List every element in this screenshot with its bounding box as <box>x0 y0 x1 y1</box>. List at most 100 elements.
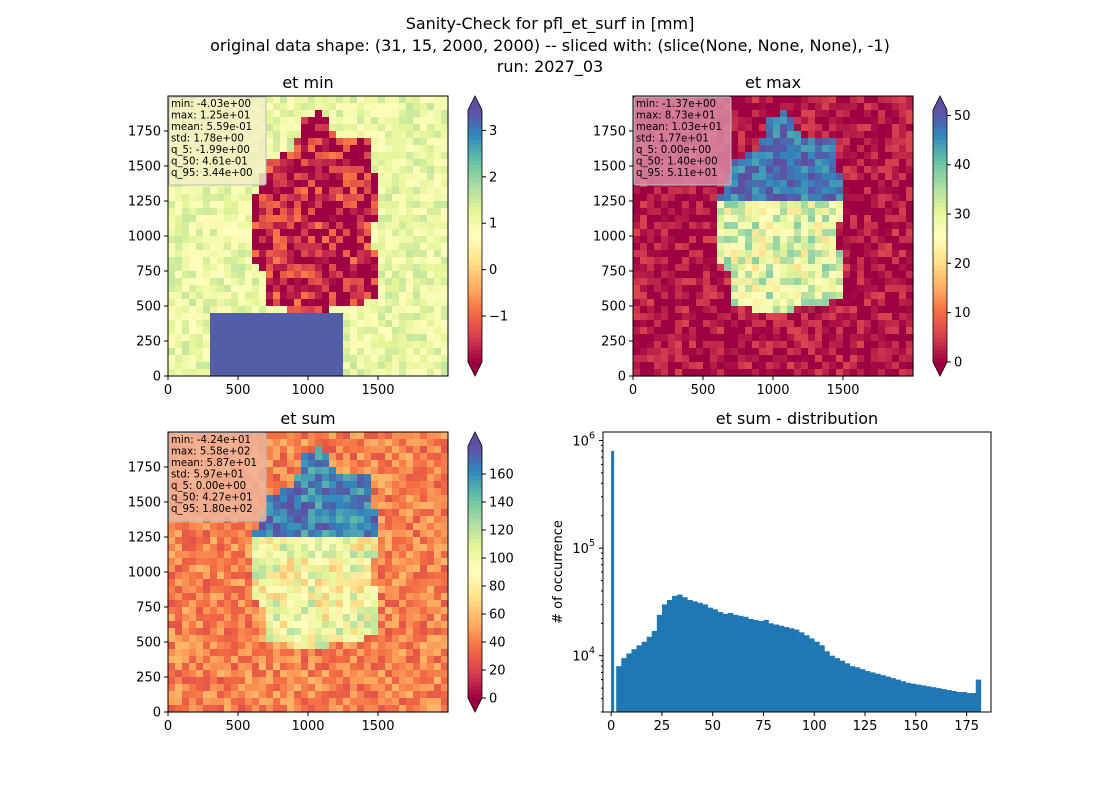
heatmap-cell <box>371 551 379 559</box>
heatmap-cell <box>899 313 907 321</box>
heatmap-cell <box>420 173 428 181</box>
heatmap-cell <box>266 215 274 223</box>
heatmap-cell <box>850 173 858 181</box>
heatmap-cell <box>287 250 295 258</box>
heatmap-cell <box>780 194 788 202</box>
heatmap-cell <box>203 278 211 286</box>
heatmap-cell <box>280 677 288 685</box>
heatmap-cell <box>217 537 225 545</box>
heatmap-cell <box>871 355 879 363</box>
heatmap-cell <box>794 138 802 146</box>
heatmap-cell <box>343 677 351 685</box>
heatmap-cell <box>294 551 302 559</box>
heatmap-cell <box>217 208 225 216</box>
heatmap-cell <box>822 180 830 188</box>
heatmap-cell <box>738 250 746 258</box>
heatmap-cell <box>413 600 421 608</box>
heatmap-cell <box>245 593 253 601</box>
heatmap-cell <box>217 614 225 622</box>
heatmap-cell <box>336 243 344 251</box>
heatmap-cell <box>378 222 386 230</box>
heatmap-cell <box>392 537 400 545</box>
heatmap-cell <box>906 222 914 230</box>
heatmap-cell <box>668 187 676 195</box>
heatmap-cell <box>308 432 316 440</box>
stats-line: q_5: 0.00e+00 <box>636 145 711 156</box>
heatmap-cell <box>427 621 435 629</box>
heatmap-cell <box>315 264 323 272</box>
heatmap-cell <box>689 201 697 209</box>
heatmap-cell <box>878 201 886 209</box>
heatmap-cell <box>815 348 823 356</box>
heatmap-cell <box>885 264 893 272</box>
heatmap-cell <box>385 355 393 363</box>
heatmap-cell <box>378 299 386 307</box>
heatmap-cell <box>682 299 690 307</box>
heatmap-cell <box>364 96 372 104</box>
heatmap-cell <box>224 600 232 608</box>
heatmap-cell <box>294 684 302 692</box>
heatmap-cell <box>217 600 225 608</box>
heatmap-cell <box>829 264 837 272</box>
heatmap-cell <box>350 243 358 251</box>
heatmap-cell <box>189 705 197 713</box>
heatmap-cell <box>203 208 211 216</box>
heatmap-cell <box>885 173 893 181</box>
heatmap-cell <box>731 208 739 216</box>
heatmap-cell <box>336 145 344 153</box>
heatmap-cell <box>661 320 669 328</box>
heatmap-cell <box>378 565 386 573</box>
heatmap-cell <box>413 656 421 664</box>
heatmap-cell <box>343 320 351 328</box>
heatmap-cell <box>287 572 295 580</box>
heatmap-cell <box>203 656 211 664</box>
heatmap-cell <box>343 474 351 482</box>
colorbar-step <box>933 210 947 216</box>
heatmap-cell <box>682 208 690 216</box>
heatmap-cell <box>252 579 260 587</box>
heatmap-cell <box>822 208 830 216</box>
heatmap-cell <box>378 642 386 650</box>
heatmap-cell <box>336 327 344 335</box>
heatmap-cell <box>308 593 316 601</box>
heatmap-cell <box>329 614 337 622</box>
colorbar-step <box>933 164 947 170</box>
heatmap-cell <box>315 299 323 307</box>
heatmap-cell <box>434 159 442 167</box>
heatmap-cell <box>406 537 414 545</box>
heatmap-cell <box>175 614 183 622</box>
heatmap-cell <box>182 544 190 552</box>
heatmap-cell <box>759 96 767 104</box>
heatmap-cell <box>406 614 414 622</box>
heatmap-cell <box>224 537 232 545</box>
heatmap-cell <box>357 635 365 643</box>
heatmap-cell <box>427 600 435 608</box>
heatmap-cell <box>245 236 253 244</box>
heatmap-cell <box>168 579 176 587</box>
heatmap-cell <box>252 670 260 678</box>
heatmap-cell <box>343 439 351 447</box>
heatmap-cell <box>371 488 379 496</box>
colorbar-step <box>933 299 947 304</box>
heatmap-cell <box>710 341 718 349</box>
heatmap-cell <box>308 684 316 692</box>
heatmap-cell <box>217 586 225 594</box>
heatmap-cell <box>301 348 309 356</box>
heatmap-cell <box>899 166 907 174</box>
heatmap-cell <box>773 334 781 342</box>
heatmap-cell <box>350 103 358 111</box>
heatmap-cell <box>350 341 358 349</box>
heatmap-cell <box>717 257 725 265</box>
heatmap-cell <box>231 229 239 237</box>
heatmap-cell <box>231 334 239 342</box>
heatmap-cell <box>301 565 309 573</box>
heatmap-cell <box>350 684 358 692</box>
heatmap-cell <box>399 509 407 517</box>
heatmap-cell <box>647 369 655 377</box>
heatmap-cell <box>301 201 309 209</box>
heatmap-cell <box>203 348 211 356</box>
heatmap-cell <box>364 467 372 475</box>
heatmap-cell <box>329 551 337 559</box>
heatmap-cell <box>245 215 253 223</box>
